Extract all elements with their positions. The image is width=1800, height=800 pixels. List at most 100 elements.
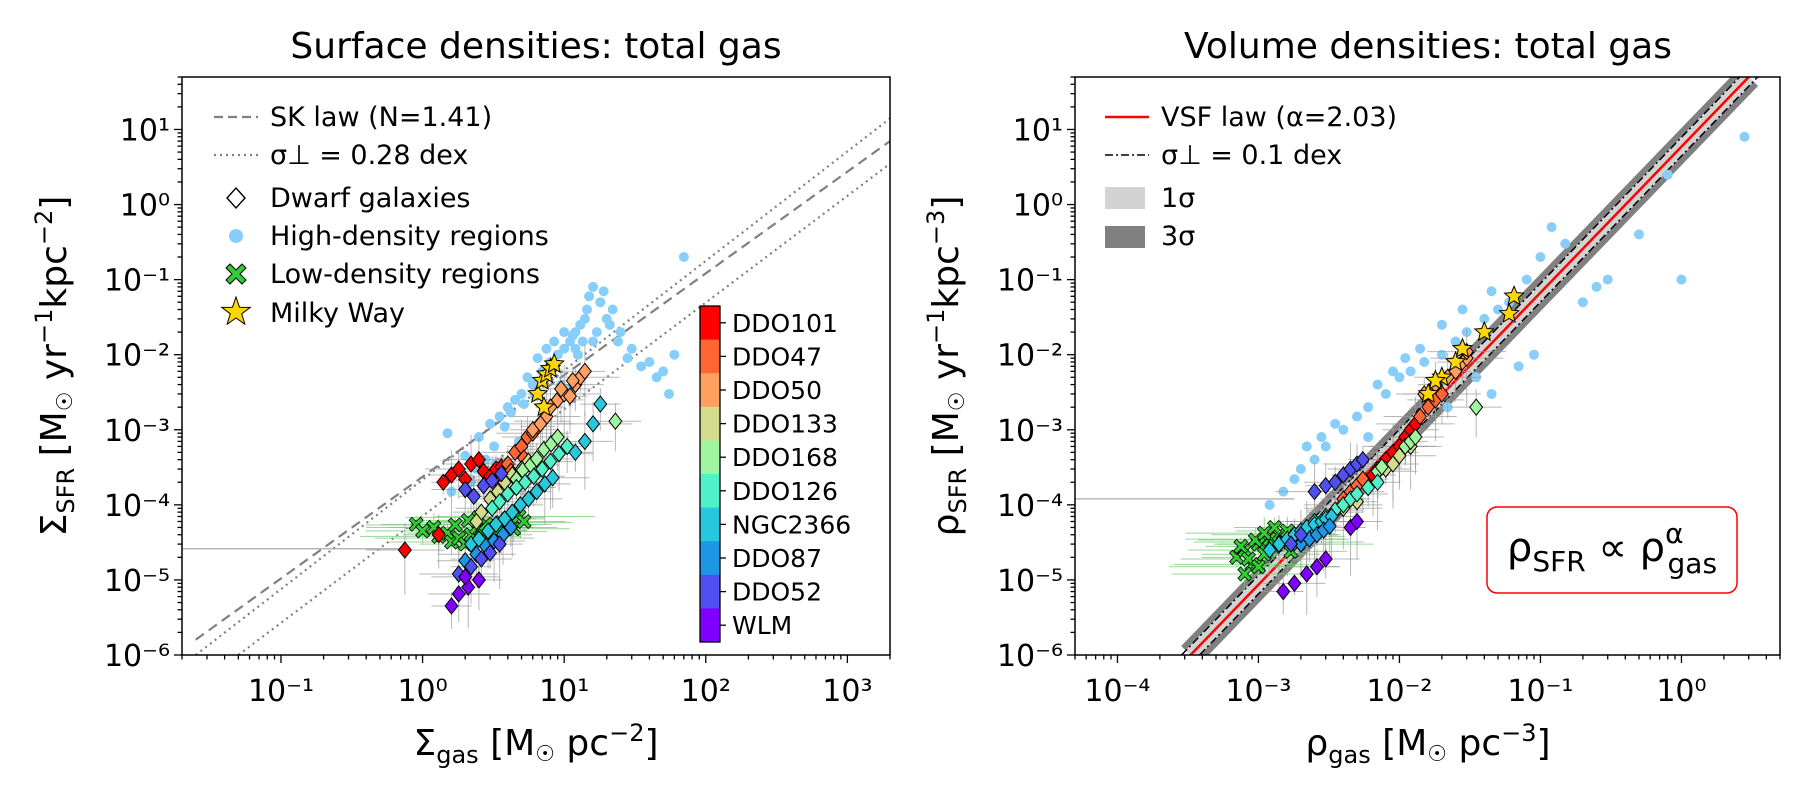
dwarf-galaxy-point: [471, 571, 486, 589]
dwarf-galaxy-point: [464, 557, 479, 576]
right-ylabel: ρSFR [M☉ yr−1kpc−3]: [922, 196, 972, 537]
x-tick-label: 10⁻⁴: [1084, 674, 1150, 709]
high-density-point: [522, 372, 533, 383]
dwarf-galaxy-point: [1307, 482, 1322, 501]
high-density-point: [1405, 366, 1416, 377]
high-density-point: [460, 450, 471, 461]
dwarf-galaxy-point: [1309, 557, 1325, 576]
dwarf-galaxy-point: [1469, 398, 1484, 416]
dwarf-galaxy-point: [1299, 565, 1314, 583]
dwarf-galaxy-point: [1374, 458, 1389, 476]
high-density-point: [1457, 304, 1468, 315]
colorbar-segment: [700, 339, 720, 374]
high-density-point: [678, 252, 689, 263]
colorbar-segment: [700, 474, 720, 509]
dwarf-galaxy-point: [1349, 485, 1365, 503]
x-tick-label: 10⁻²: [1366, 674, 1432, 709]
y-tick-label: 10⁻³: [997, 414, 1063, 449]
low-density-point: [443, 534, 460, 550]
dwarf-galaxy-point: [593, 395, 608, 413]
dwarf-galaxy-point: [444, 597, 459, 615]
x-tick-label: 10⁰: [397, 674, 447, 709]
high-density-point: [559, 343, 570, 354]
high-density-point: [549, 336, 560, 347]
high-density-point: [579, 313, 590, 324]
milky-way-point: [1503, 285, 1525, 306]
high-density-point: [1387, 366, 1398, 377]
high-density-point: [613, 336, 624, 347]
dwarf-galaxy-point: [1293, 525, 1308, 544]
high-density-point: [669, 349, 680, 360]
milky-way-point: [1473, 320, 1496, 342]
y-tick-label: 10⁻⁶: [104, 639, 170, 674]
high-density-point: [541, 343, 552, 354]
dwarf-galaxy-point: [553, 380, 569, 398]
dwarf-galaxy-point: [545, 468, 560, 487]
colorbar-segment: [700, 608, 720, 643]
milky-way-point: [533, 395, 555, 417]
low-density-point: [1233, 538, 1249, 554]
high-density-point: [1363, 402, 1374, 413]
dwarf-galaxy-point: [1322, 517, 1337, 535]
high-density-point: [485, 418, 496, 429]
high-density-point: [1479, 313, 1490, 324]
high-density-point: [1591, 281, 1602, 292]
low-density-point: [1237, 566, 1253, 582]
right-xlabel: ρgas [M☉ pc−3]: [1305, 719, 1550, 769]
dwarf-galaxy-point: [535, 460, 550, 478]
high-density-point: [1436, 319, 1447, 330]
y-tick-label: 10⁻¹: [104, 264, 170, 299]
left-axis-ticks: 10⁻¹ 10⁰ 10¹ 10² 10³ 10⁻⁶ 10⁻⁵ 10⁻⁴ 10⁻³ 10⁻² 10⁻¹…: [104, 76, 891, 709]
left-panel: Surface densities: total gas 10⁻¹ 10⁰ 10¹ 1…: [30, 26, 891, 769]
dwarf-galaxy-point: [1370, 473, 1385, 492]
x-tick-label: 10⁻³: [1225, 674, 1291, 709]
high-density-point: [473, 432, 484, 443]
y-tick-label: 10⁻²: [997, 339, 1063, 374]
high-density-point: [626, 343, 637, 354]
high-density-point: [1394, 372, 1405, 383]
high-density-point: [1301, 441, 1312, 452]
dwarf-galaxy-point: [608, 412, 623, 431]
high-density-point: [1295, 464, 1306, 475]
colorbar-segment: [700, 574, 720, 609]
legend-3sigma-label: 3σ: [1161, 221, 1195, 252]
high-density-point: [1577, 297, 1588, 308]
high-density-point: [1739, 131, 1750, 142]
colorbar-segment: [700, 406, 720, 441]
dwarf-galaxy-point: [458, 568, 473, 586]
left-title: Surface densities: total gas: [290, 26, 781, 67]
dwarf-galaxy-point: [451, 460, 466, 478]
high-density-point: [489, 441, 500, 452]
sigma-upper-line: [195, 117, 890, 655]
dwarf-galaxy-point: [1328, 473, 1343, 492]
high-density-point: [567, 330, 578, 341]
dwarf-galaxy-point: [550, 428, 565, 446]
y-tick-label: 10⁰: [1013, 189, 1063, 224]
high-density-point: [518, 399, 529, 410]
sk-law-line: [195, 140, 890, 641]
low-density-point: [1256, 525, 1272, 541]
left-xlabel: Σgas [M☉ pc−2]: [413, 719, 658, 769]
high-density-point: [615, 327, 626, 338]
high-density-point: [1289, 474, 1300, 485]
high-density-point: [1634, 229, 1644, 240]
high-density-point: [588, 336, 599, 347]
high-density-point: [1662, 169, 1673, 180]
colorbar-label: DDO52: [732, 578, 822, 607]
colorbar-frame: [699, 305, 721, 643]
high-density-point: [622, 353, 633, 364]
high-density-point: [1513, 361, 1524, 372]
high-density-point: [527, 379, 538, 390]
high-density-point: [570, 343, 581, 354]
high-density-point: [604, 319, 615, 330]
low-density-point: [415, 523, 431, 539]
dwarf-galaxy-point: [562, 387, 578, 406]
high-density-point: [1400, 353, 1411, 364]
legend-1sigma-label: 1σ: [1161, 183, 1195, 214]
high-density-point: [1486, 286, 1497, 297]
dwarf-galaxy-point: [565, 371, 580, 390]
high-density-point: [1309, 454, 1320, 465]
colorbar-label: DDO168: [732, 443, 838, 472]
colorbar-label: DDO126: [732, 477, 838, 506]
legend-sigma-label: σ⊥ = 0.28 dex: [270, 140, 468, 171]
